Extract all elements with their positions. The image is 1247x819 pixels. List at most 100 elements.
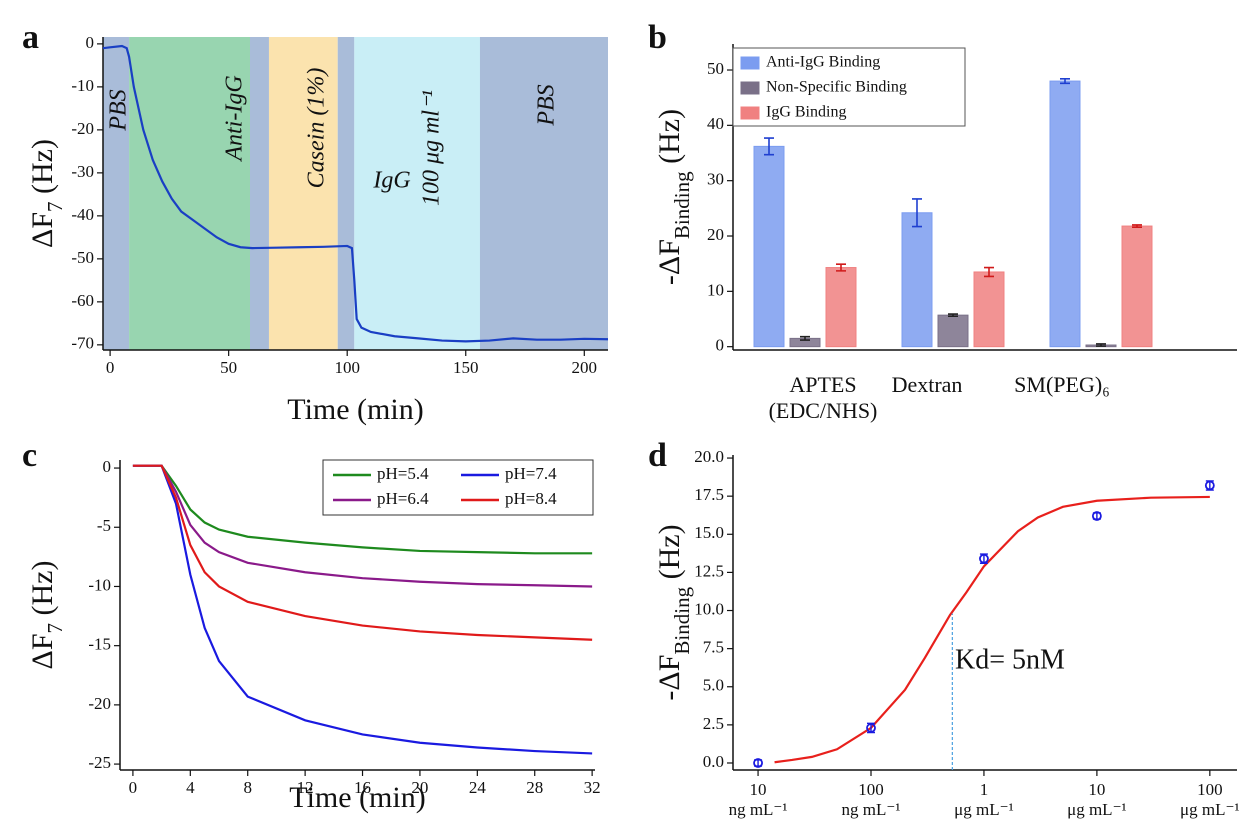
y-tick-label: -10 [71, 76, 94, 95]
annotation: 100 μg ml⁻¹ [419, 90, 445, 206]
y-axis-title: -ΔFBinding (Hz) [653, 109, 694, 285]
y-tick-label: -30 [71, 162, 94, 181]
x-tick-label: 1 μg mL⁻¹ [954, 780, 1014, 819]
category-label: Dextran [891, 372, 963, 397]
legend-label: Non-Specific Binding [766, 79, 907, 96]
category-label: SM(PEG)₆ [1014, 372, 1110, 397]
region [337, 37, 355, 350]
region [249, 37, 269, 350]
x-tick-label: 100 μg mL⁻¹ [1180, 780, 1240, 819]
legend-box [322, 459, 594, 516]
x-tick-label: 16 [354, 778, 371, 797]
x-tick-label: 4 [186, 778, 195, 797]
panel-label: b [648, 19, 667, 56]
x-tick-label: 20 [411, 778, 428, 797]
y-tick-label: -5 [97, 516, 111, 535]
y-tick-label: 2.5 [703, 714, 724, 733]
y-tick-label: 50 [707, 59, 724, 78]
category-label-box: Dextran [891, 372, 963, 397]
y-tick-label: 40 [707, 114, 724, 133]
category-label-box: APTES (EDC/NHS) [769, 372, 878, 423]
y-axis-title-sub: 7 [43, 623, 67, 634]
y-tick-label: 10.0 [694, 599, 724, 618]
legend-label: Anti-IgG Binding [766, 54, 880, 71]
x-tick-label: 12 [297, 778, 314, 797]
x-tick-label: 0 [106, 358, 115, 377]
y-tick-label: 15.0 [694, 523, 724, 542]
data-point [979, 553, 989, 564]
legend-swatch [740, 56, 760, 70]
y-axis-title-unit: (Hz) [26, 139, 59, 201]
panel-label: d [648, 437, 667, 474]
x-tick-label: 32 [584, 778, 601, 797]
x-tick-label: 50 [220, 358, 237, 377]
x-tick-label-box: 100 μg mL⁻¹ [1180, 780, 1240, 819]
legend-label: pH=5.4 [377, 464, 429, 483]
bar [753, 145, 785, 348]
x-tick-label-box: 1 μg mL⁻¹ [954, 780, 1014, 819]
y-axis-title-main: ΔF [26, 633, 59, 669]
data-line [102, 44, 609, 343]
x-tick-label: 24 [469, 778, 487, 797]
x-tick-label-box: 10 μg mL⁻¹ [1067, 780, 1127, 819]
data-line [132, 464, 593, 641]
legend-label: IgG Binding [766, 104, 846, 121]
y-tick-label: 17.5 [694, 485, 724, 504]
y-axis-title: ΔF7 (Hz) [26, 561, 67, 670]
bar [1049, 80, 1081, 348]
data-point [1204, 480, 1215, 491]
y-tick-label: -40 [71, 205, 94, 224]
data-line [132, 464, 593, 555]
y-axis-title-main: ΔF [26, 212, 59, 248]
panel-label: a [22, 19, 39, 56]
legend-swatch [740, 81, 760, 95]
x-tick-label: 100 [334, 358, 360, 377]
y-axis-title: ΔF7 (Hz) [26, 139, 67, 248]
annotation: PBS [534, 84, 560, 126]
y-tick-label: -50 [71, 248, 94, 267]
y-tick-label: 0 [103, 457, 112, 476]
bar [901, 212, 933, 348]
error-bar [948, 313, 958, 318]
region [129, 37, 250, 350]
x-tick-label: 10 ng mL⁻¹ [728, 780, 788, 819]
y-tick-label: -15 [88, 635, 111, 654]
annotation: Casein (1%) [304, 68, 330, 189]
x-tick-label-box: 100 ng mL⁻¹ [841, 780, 901, 819]
error-bar [1096, 343, 1106, 347]
panel-label: c [22, 437, 37, 474]
y-tick-label: 30 [707, 170, 724, 189]
y-axis-title-unit: (Hz) [653, 109, 686, 171]
bar [825, 267, 857, 348]
data-point [866, 723, 876, 733]
y-axis-title: -ΔFBinding (Hz) [653, 524, 694, 700]
y-axis-title-unit: (Hz) [653, 524, 686, 586]
y-axis-title-sub: Binding [670, 586, 694, 654]
error-bar [912, 198, 922, 228]
error-bar [800, 335, 810, 341]
y-tick-label: -60 [71, 291, 94, 310]
error-bar [984, 266, 994, 278]
y-tick-label: 20.0 [694, 447, 724, 466]
data-point [753, 758, 763, 768]
error-bar [1060, 78, 1070, 85]
data-line [132, 464, 593, 588]
y-axis-title-sub: 7 [43, 201, 67, 212]
region [268, 37, 338, 350]
annotation: Anti-IgG [222, 75, 248, 162]
y-tick-label: -25 [88, 753, 111, 772]
y-tick-label: -20 [71, 119, 94, 138]
y-axis-title-main: -ΔF [653, 655, 686, 701]
y-tick-label: -10 [88, 575, 111, 594]
x-tick-label-box: 10 ng mL⁻¹ [728, 780, 788, 819]
annotation: Kd= 5nM [955, 644, 1065, 675]
data-point [1091, 511, 1102, 521]
y-axis-title-unit: (Hz) [26, 561, 59, 623]
x-tick-label: 8 [243, 778, 252, 797]
x-tick-label: 100 ng mL⁻¹ [841, 780, 901, 819]
y-axis-title-main: -ΔF [653, 239, 686, 285]
y-tick-label: 12.5 [694, 561, 724, 580]
x-axis-title: Time (min) [287, 393, 423, 426]
bar [1121, 225, 1153, 348]
